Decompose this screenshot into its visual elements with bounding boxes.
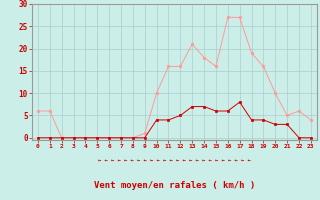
Text: ← ← ← ← ← ← ← ← ← ← ← ← ← ← ← ← ← ← ← ← ← ← ← ←: ← ← ← ← ← ← ← ← ← ← ← ← ← ← ← ← ← ← ← ← … [98,158,251,164]
Text: Vent moyen/en rafales ( km/h ): Vent moyen/en rafales ( km/h ) [94,182,255,190]
